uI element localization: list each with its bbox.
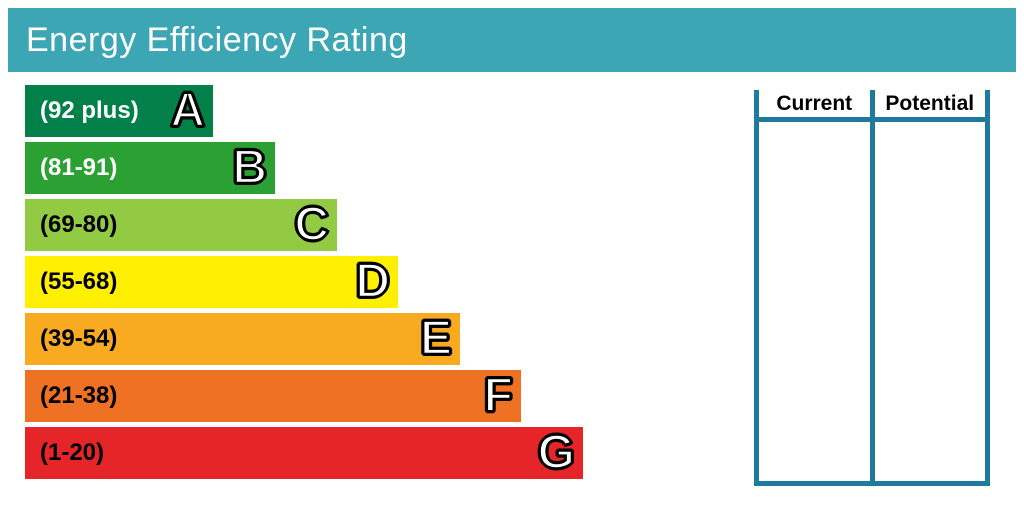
- rating-band-c: (69-80) C: [25, 199, 337, 251]
- band-letter: C: [293, 198, 330, 251]
- band-range-label: (81-91): [40, 154, 118, 181]
- current-value-cell: [759, 122, 870, 481]
- rating-band-g: (1-20) G: [25, 427, 583, 479]
- potential-column-header: Potential: [874, 90, 985, 122]
- rating-band-d: (55-68) D: [25, 256, 398, 308]
- band-range-label: (69-80): [40, 211, 118, 238]
- rating-band-f: (21-38) F: [25, 370, 521, 422]
- band-letter: B: [231, 141, 268, 194]
- band-range-label: (39-54): [40, 325, 118, 352]
- band-range-label: (1-20): [40, 439, 105, 466]
- chart-title-bar: Energy Efficiency Rating: [8, 8, 1016, 72]
- rating-band-b: (81-91) B: [25, 142, 275, 194]
- current-potential-table: Current Potential: [754, 90, 990, 486]
- column-divider: [869, 90, 875, 481]
- page-title: Energy Efficiency Rating: [26, 20, 408, 59]
- band-letter: D: [354, 255, 391, 308]
- current-column-header: Current: [759, 90, 870, 122]
- band-range-label: (55-68): [40, 268, 118, 295]
- rating-band-a: (92 plus) A: [25, 85, 213, 137]
- potential-column: Potential: [874, 90, 985, 481]
- band-letter: G: [536, 426, 576, 479]
- band-letter: A: [169, 84, 206, 137]
- band-range-label: (21-38): [40, 382, 118, 409]
- band-range-label: (92 plus): [40, 97, 139, 124]
- rating-band-e: (39-54) E: [25, 313, 460, 365]
- current-column: Current: [759, 90, 870, 481]
- potential-value-cell: [874, 122, 985, 481]
- rating-bands: (92 plus) A (81-91) B (69-80) C (55-68) …: [25, 85, 583, 484]
- band-letter: F: [482, 369, 514, 422]
- band-letter: E: [419, 312, 454, 365]
